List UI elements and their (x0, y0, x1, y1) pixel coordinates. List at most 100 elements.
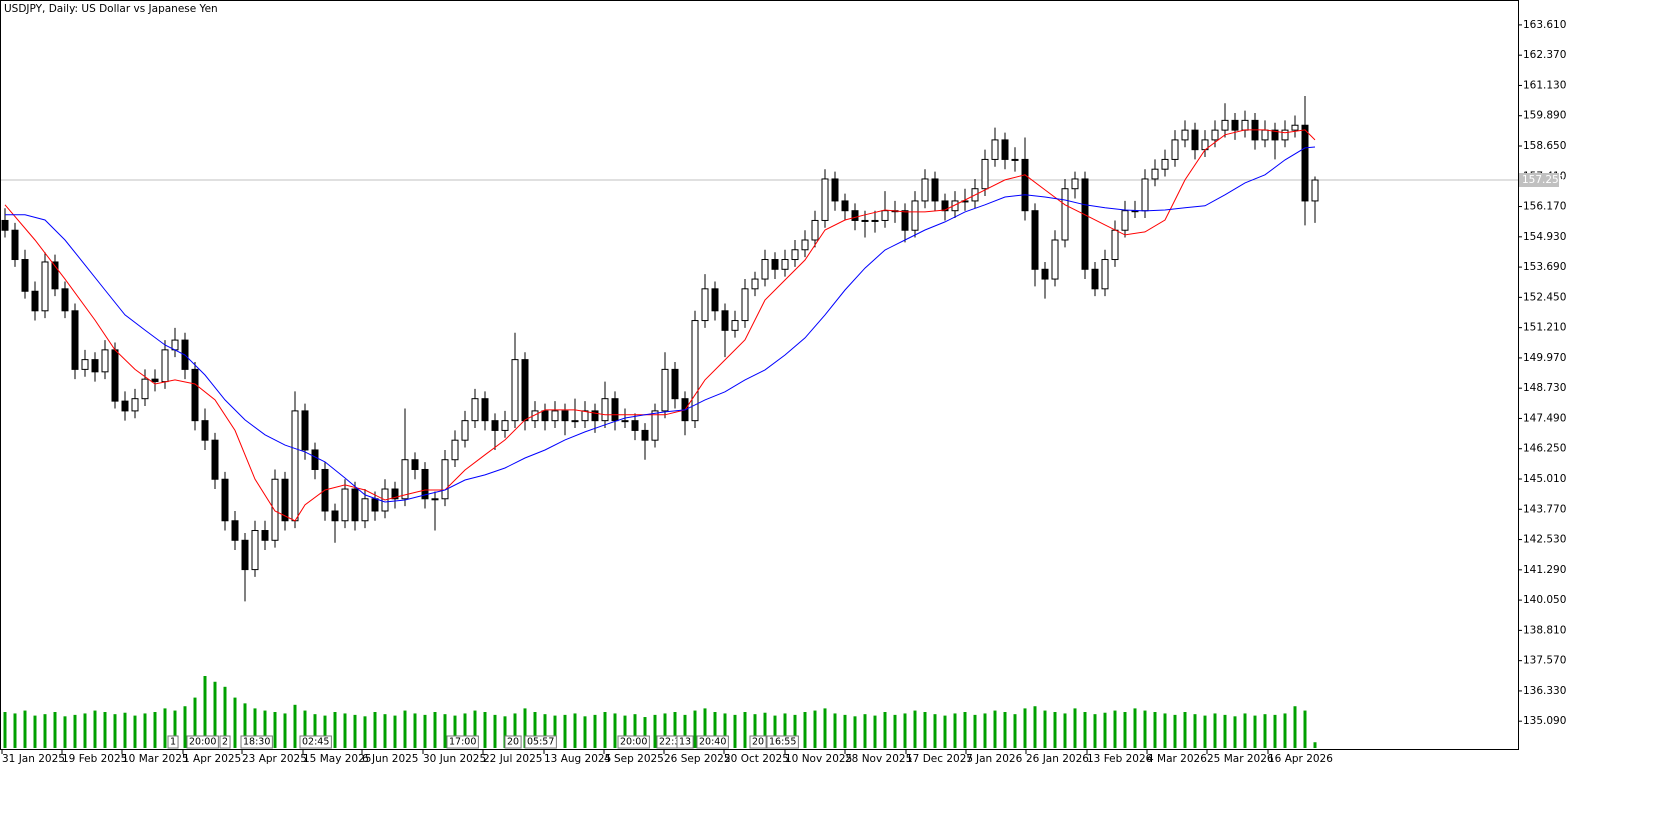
volume-bar (493, 714, 497, 748)
volume-bar (1103, 712, 1107, 748)
volume-bar (1023, 708, 1027, 748)
volume-bar (933, 714, 937, 748)
candle-body (371, 498, 379, 512)
candle-body (1241, 119, 1249, 131)
volume-bar (293, 704, 297, 748)
candle-body (1291, 124, 1299, 131)
candle-body (351, 488, 359, 522)
plot-frame (0, 0, 1519, 750)
volume-bar (1263, 714, 1267, 748)
volume-bar (573, 713, 577, 748)
y-tick-label: 163.610 (1523, 19, 1566, 31)
volume-bar (523, 708, 527, 748)
volume-bar (1093, 714, 1097, 748)
candle-body (1071, 178, 1079, 190)
event-box (617, 735, 650, 749)
y-tick-label: 145.010 (1523, 473, 1566, 485)
y-tick-label: 162.370 (1523, 49, 1566, 61)
candle-body (1281, 129, 1289, 141)
x-tick-label: 16 Apr 2026 (1268, 753, 1333, 765)
candle-body (11, 229, 19, 261)
volume-bar (53, 712, 57, 748)
candle-body (1091, 268, 1099, 290)
x-tick-label: 13 Aug 2025 (544, 753, 611, 765)
event-label: 1 (170, 737, 176, 748)
volume-bar (1253, 715, 1257, 748)
volume-bar (793, 714, 797, 748)
candle-body (531, 410, 539, 422)
volume-bar (643, 717, 647, 748)
volume-bar (713, 712, 717, 748)
candle-body (721, 310, 729, 331)
volume-bar (993, 710, 997, 748)
event-label: 17:00 (449, 737, 476, 748)
volume-bar (1303, 710, 1307, 748)
volume-bar (353, 714, 357, 748)
candle-body (541, 410, 549, 422)
candle-body (1101, 259, 1109, 290)
volume-bar (743, 712, 747, 748)
y-tick-label: 138.810 (1523, 624, 1566, 636)
volume-bar (1043, 710, 1047, 748)
volume-bar (673, 712, 677, 748)
volume-bar (563, 714, 567, 748)
volume-bar (1133, 708, 1137, 748)
y-tick-label: 140.050 (1523, 594, 1566, 606)
volume-bar (1013, 714, 1017, 748)
event-box (186, 735, 219, 749)
volume-bar (253, 708, 257, 748)
candle-body (981, 158, 989, 190)
event-label: 20 (752, 737, 764, 748)
volume-bar (1313, 742, 1317, 748)
candle-body (71, 310, 79, 370)
candle-body (331, 510, 339, 522)
event-box (504, 735, 522, 749)
volume-bar (923, 712, 927, 748)
candle-body (1001, 139, 1009, 160)
moving-average (4, 129, 1316, 522)
candle-body (231, 520, 239, 541)
event-box (240, 735, 273, 749)
volume-bar (893, 714, 897, 748)
volume-bar (753, 714, 757, 748)
candle-body (311, 449, 319, 470)
volume-bar (313, 714, 317, 748)
candle-body (561, 410, 569, 422)
candle-body (131, 398, 139, 412)
candle-body (421, 468, 429, 500)
volume-bar (173, 710, 177, 748)
volume-bar (693, 710, 697, 748)
volume-bar (383, 714, 387, 748)
x-tick-label: 23 Apr 2025 (242, 753, 307, 765)
volume-bar (263, 710, 267, 748)
volume-bar (363, 716, 367, 748)
candle-body (1021, 158, 1029, 212)
candle-body (271, 478, 279, 541)
x-tick-label: 6 Jun 2025 (362, 753, 418, 765)
volume-bar (733, 714, 737, 748)
x-tick-label: 7 Jan 2026 (966, 753, 1023, 765)
volume-bar (183, 706, 187, 748)
candle-body (791, 249, 799, 261)
candle-body (741, 288, 749, 322)
volume-bar (93, 710, 97, 748)
candle-body (1121, 210, 1129, 231)
volume-bar (1193, 714, 1197, 748)
volume-bar (413, 713, 417, 748)
event-label: 05:57 (527, 737, 554, 748)
candle-body (1031, 210, 1039, 270)
candle-body (801, 239, 809, 251)
volume-bar (1293, 706, 1297, 748)
candle-body (51, 261, 59, 290)
candle-body (1041, 268, 1049, 280)
volume-bar (963, 712, 967, 748)
volume-bar (533, 712, 537, 748)
candle-body (151, 378, 159, 383)
volume-bar (1223, 714, 1227, 748)
volume-bar (633, 714, 637, 748)
x-tick-label: 28 Nov 2025 (845, 753, 912, 765)
volume-bar (813, 710, 817, 748)
volume-bar (853, 716, 857, 748)
volume-bar (163, 708, 167, 748)
candle-body (821, 178, 829, 221)
